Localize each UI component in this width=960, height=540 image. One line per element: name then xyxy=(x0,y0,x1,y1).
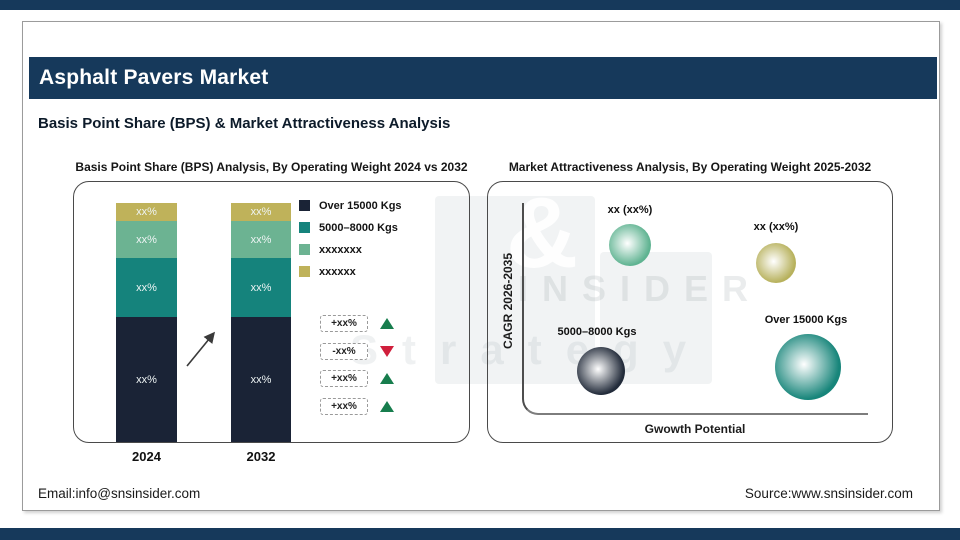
content-frame xyxy=(22,21,940,511)
watermark-ampersand: & xyxy=(506,177,579,289)
triangle-up-icon xyxy=(380,318,394,329)
bubble-label: xx (xx%) xyxy=(607,204,653,216)
bar-segment: xx% xyxy=(116,203,177,221)
change-value: +xx% xyxy=(320,315,368,332)
segment-value: xx% xyxy=(250,206,272,218)
legend-label: xxxxxx xyxy=(319,265,356,278)
top-accent-strip xyxy=(0,0,960,10)
bubble-navy xyxy=(577,347,625,395)
bubble-label: Over 15000 Kgs xyxy=(764,314,848,326)
legend-swatch-icon xyxy=(299,244,310,255)
legend-item: Over 15000 Kgs xyxy=(299,199,402,212)
page-title: Asphalt Pavers Market xyxy=(39,66,269,89)
triangle-down-icon xyxy=(380,345,394,357)
bubble-olive xyxy=(756,243,796,283)
x-axis-label-2032: 2032 xyxy=(246,449,276,464)
change-row: -xx% xyxy=(320,342,394,360)
segment-value: xx% xyxy=(250,281,272,294)
growth-arrow-icon xyxy=(186,331,216,367)
attractiveness-chart-title: Market Attractiveness Analysis, By Opera… xyxy=(508,160,872,174)
attractiveness-chart-card xyxy=(487,181,893,443)
title-banner: Asphalt Pavers Market xyxy=(29,57,937,99)
change-value: +xx% xyxy=(320,397,368,415)
footer-source: Source:www.snsinsider.com xyxy=(744,486,913,501)
triangle-up-icon xyxy=(380,400,394,412)
x-axis-label: Gwowth Potential xyxy=(644,422,746,436)
bps-legend: Over 15000 Kgs 5000–8000 Kgs xxxxxxx xxx… xyxy=(299,200,402,288)
segment-value: xx% xyxy=(136,281,157,294)
watermark-strategy-text: Strategy xyxy=(350,326,711,373)
y-axis-label: CAGR 2026-2035 xyxy=(501,252,515,350)
bps-change-annotations: +xx% -xx% +xx% +xx% xyxy=(320,315,394,425)
footer-email: Email:info@snsinsider.com xyxy=(38,486,201,501)
bar-segment: xx% xyxy=(116,317,177,442)
watermark-block xyxy=(435,196,595,384)
bar-segment: xx% xyxy=(231,203,291,221)
bubble-label: 5000–8000 Kgs xyxy=(557,326,637,338)
legend-swatch-icon xyxy=(299,222,310,233)
change-row: +xx% xyxy=(320,397,394,415)
bottom-accent-strip xyxy=(0,528,960,540)
x-axis-label-2024: 2024 xyxy=(132,449,161,464)
segment-value: xx% xyxy=(136,206,157,218)
bar-segment: xx% xyxy=(231,317,291,442)
bubble-seafoam xyxy=(609,224,651,266)
stacked-bar-2032: xx% xx% xx% xx% xyxy=(231,203,291,442)
bps-chart-card xyxy=(73,181,470,443)
chart-axes xyxy=(522,203,868,415)
bar-segment: xx% xyxy=(116,258,177,317)
stacked-bar-2024: xx% xx% xx% xx% xyxy=(116,203,177,442)
bubble-teal xyxy=(775,334,841,400)
triangle-up-icon xyxy=(380,373,394,384)
segment-value: xx% xyxy=(250,373,272,386)
change-value: -xx% xyxy=(320,342,368,360)
legend-item: 5000–8000 Kgs xyxy=(299,221,402,234)
bubble-label: xx (xx%) xyxy=(753,221,799,233)
legend-item: xxxxxxx xyxy=(299,243,402,256)
legend-item: xxxxxx xyxy=(299,265,402,278)
watermark-insider-text: INSIDER xyxy=(518,268,763,309)
page-subtitle: Basis Point Share (BPS) & Market Attract… xyxy=(38,115,451,132)
legend-label: 5000–8000 Kgs xyxy=(319,221,398,234)
change-row: +xx% xyxy=(320,315,394,332)
segment-value: xx% xyxy=(250,233,272,246)
legend-label: Over 15000 Kgs xyxy=(319,199,402,212)
bar-segment: xx% xyxy=(116,221,177,258)
bps-chart-title: Basis Point Share (BPS) Analysis, By Ope… xyxy=(75,160,468,174)
legend-label: xxxxxxx xyxy=(319,243,362,256)
bar-segment: xx% xyxy=(231,221,291,258)
legend-swatch-icon xyxy=(299,266,310,277)
change-row: +xx% xyxy=(320,370,394,387)
change-value: +xx% xyxy=(320,370,368,387)
bar-segment: xx% xyxy=(231,258,291,317)
segment-value: xx% xyxy=(136,373,157,386)
segment-value: xx% xyxy=(136,233,157,246)
legend-swatch-icon xyxy=(299,200,310,211)
